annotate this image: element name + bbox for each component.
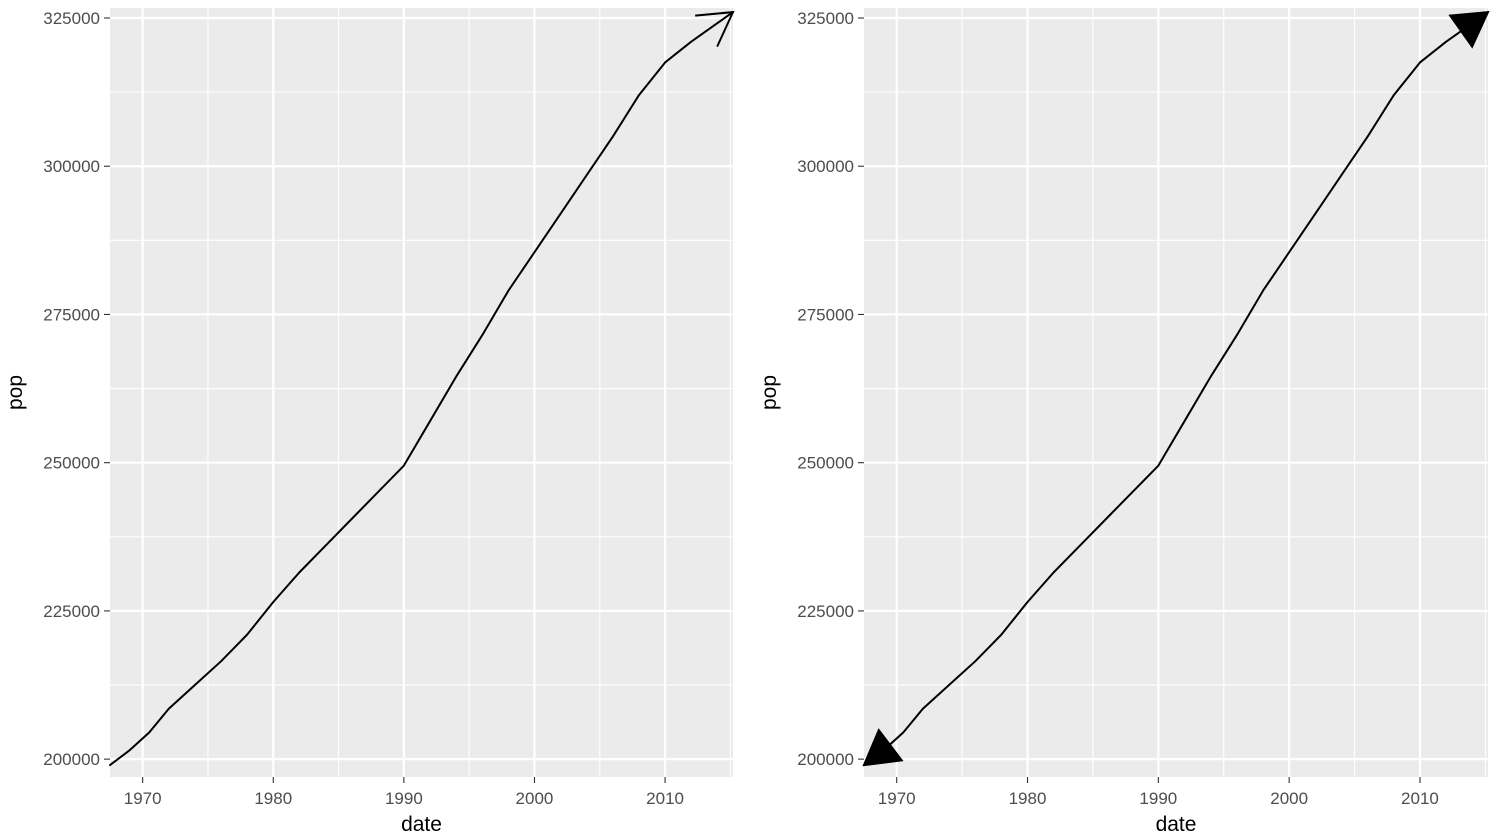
arrowhead-end [695, 10, 735, 48]
arrowhead-end [1448, 10, 1490, 49]
y-tick-label: 225000 [797, 602, 854, 621]
chart-panel-2: 1970 1980 1990 2000 2010 200000 225000 250000 27… [758, 8, 1490, 836]
y-tick-label: 300000 [43, 157, 100, 176]
arrowhead-start [862, 728, 904, 767]
y-tick-label: 325000 [797, 9, 854, 28]
x-tick-label: 1980 [254, 789, 292, 808]
y-tick-label: 200000 [797, 750, 854, 769]
chart-panel-1: 1970 1980 1990 2000 2010 200000 225000 250000 27… [4, 8, 735, 836]
x-tick-label: 1980 [1009, 789, 1047, 808]
y-tick-label: 275000 [43, 305, 100, 324]
plot-background [110, 8, 733, 777]
series-line [109, 11, 734, 767]
x-tick-label: 2000 [516, 789, 554, 808]
series-line [863, 11, 1489, 767]
x-tick-label: 2000 [1270, 789, 1308, 808]
x-tick-label: 1970 [878, 789, 916, 808]
x-axis-title: date [1156, 813, 1197, 836]
y-tick-label: 200000 [43, 750, 100, 769]
y-axis-title: pop [758, 375, 781, 410]
x-tick-label: 1970 [124, 789, 162, 808]
y-tick-label: 250000 [43, 454, 100, 473]
x-tick-label: 2010 [1401, 789, 1439, 808]
x-axis-title: date [401, 813, 442, 836]
y-tick-label: 225000 [43, 602, 100, 621]
y-axis-title: pop [4, 375, 27, 410]
y-tick-label: 275000 [797, 305, 854, 324]
x-tick-label: 2010 [646, 789, 684, 808]
plot-background [864, 8, 1488, 777]
x-tick-label: 1990 [1139, 789, 1177, 808]
y-tick-label: 325000 [43, 9, 100, 28]
x-tick-label: 1990 [385, 789, 423, 808]
y-tick-label: 250000 [797, 454, 854, 473]
y-tick-label: 300000 [797, 157, 854, 176]
